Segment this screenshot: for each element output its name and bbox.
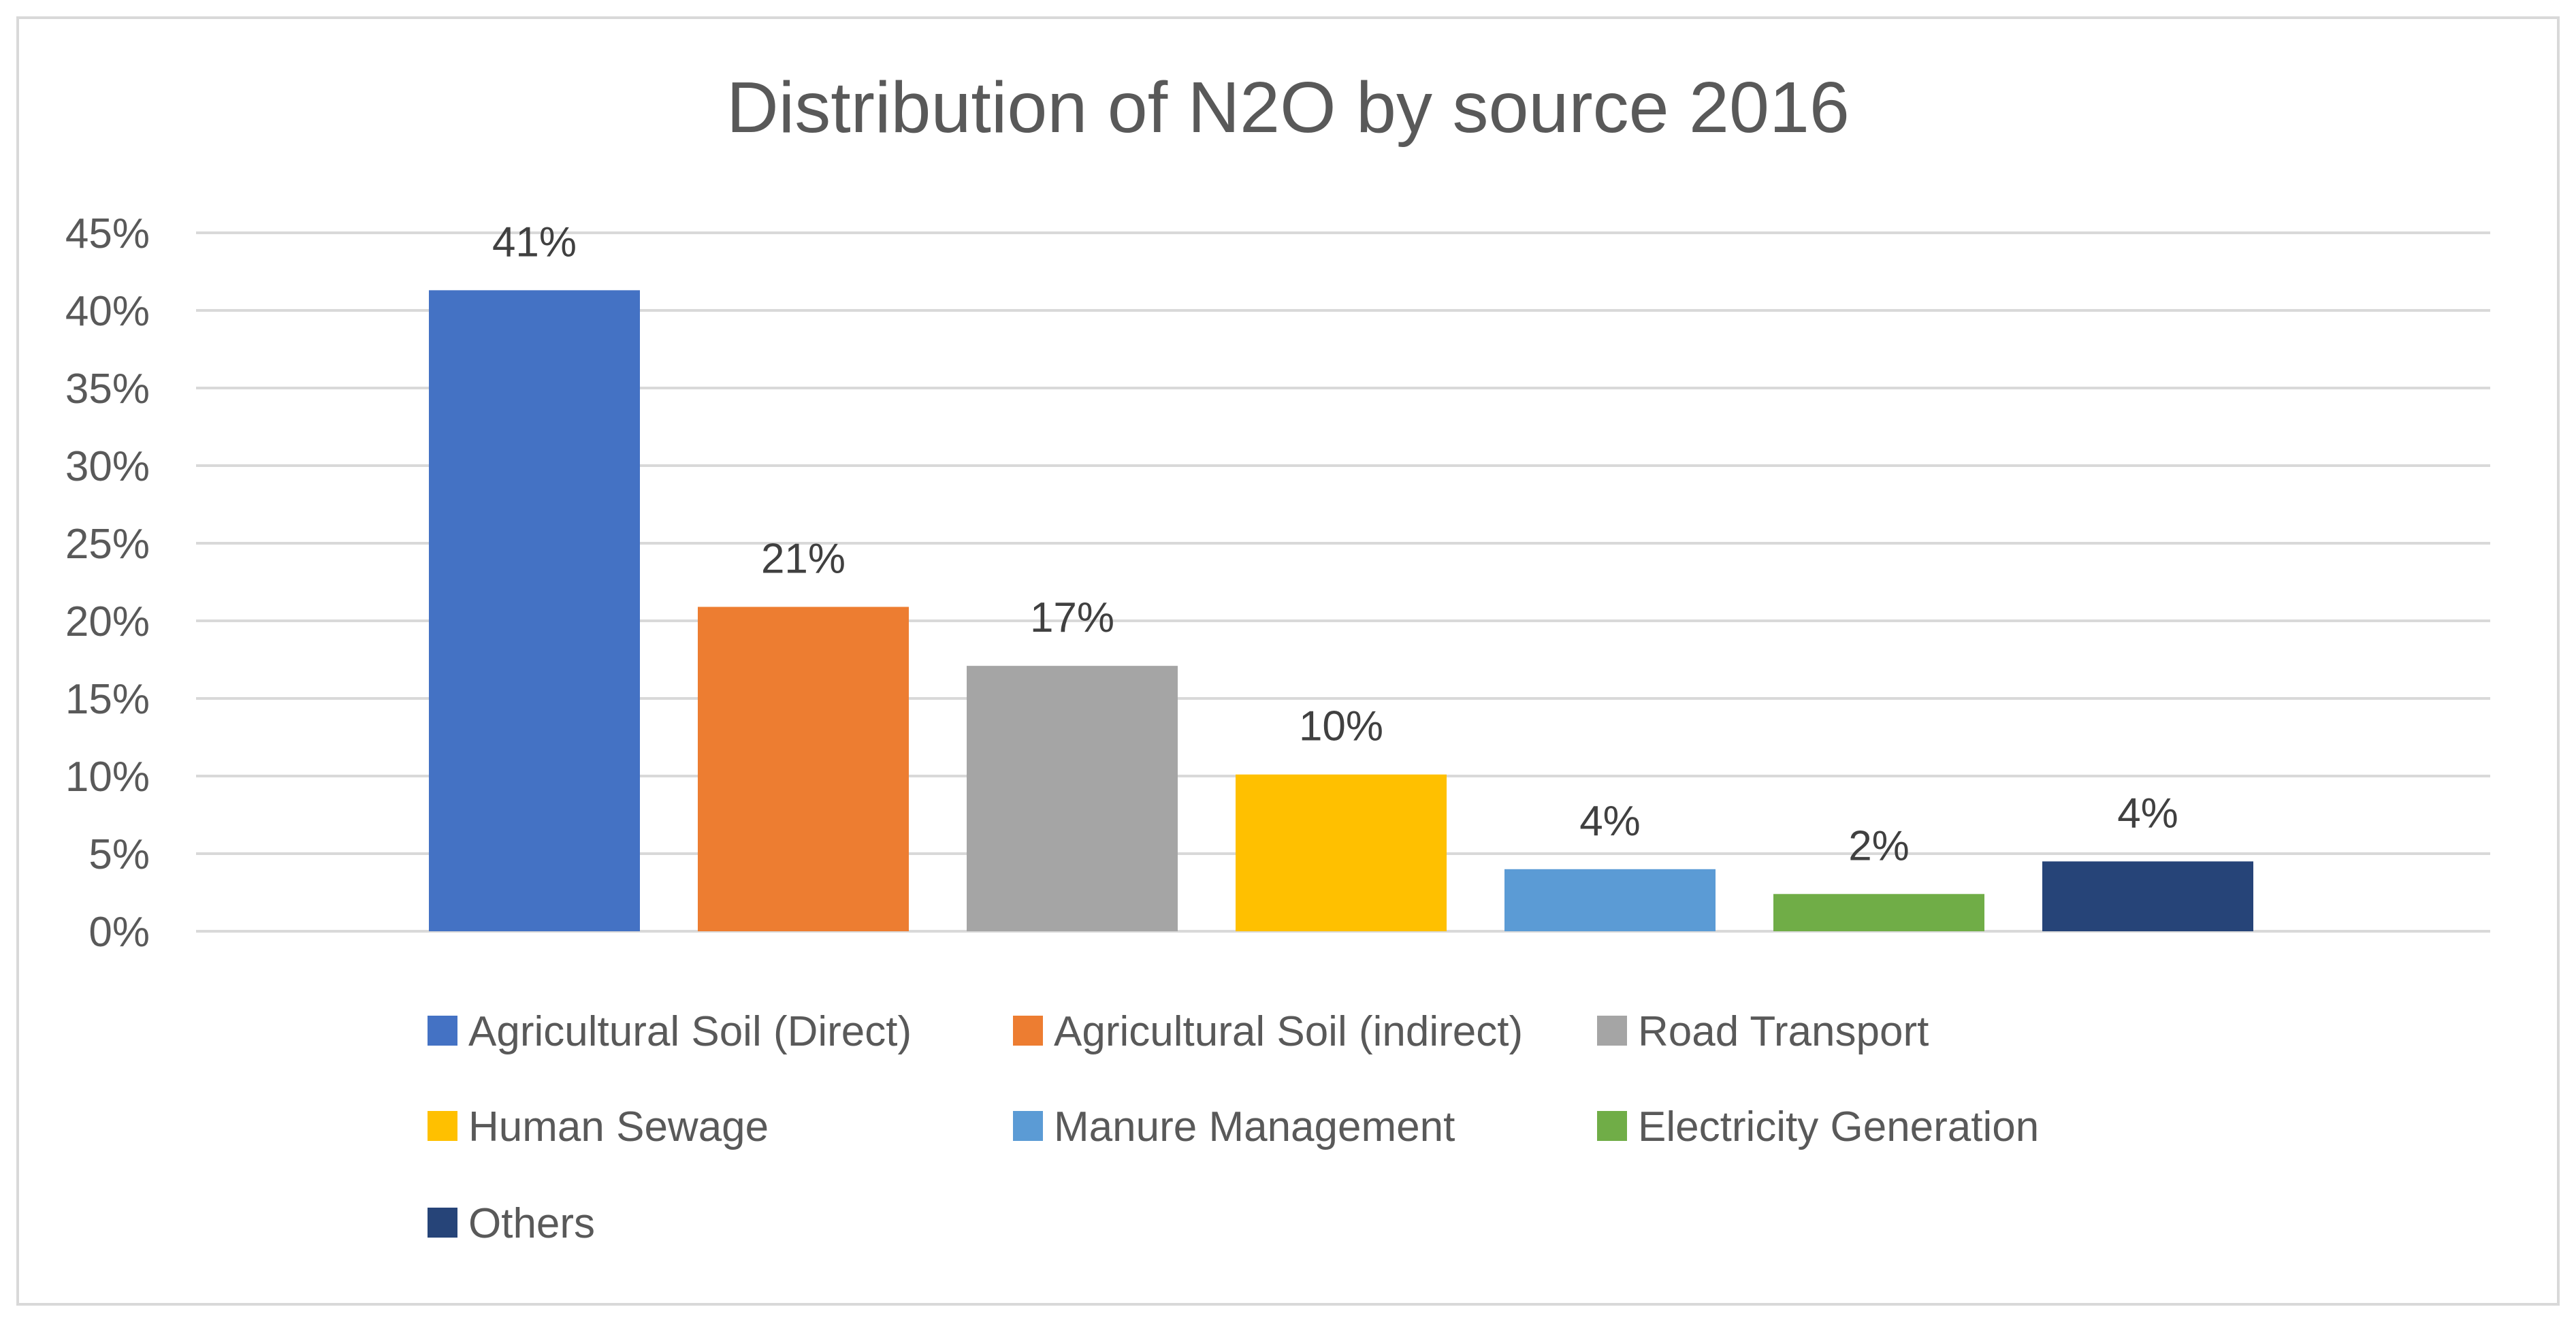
legend: Agricultural Soil (Direct) Agricultural S… (428, 1008, 2039, 1247)
bar-manure-management (1504, 869, 1716, 931)
bar-agricultural-soil-direct (429, 290, 640, 931)
legend-swatch (428, 1208, 457, 1238)
legend-label: Agricultural Soil (Direct) (468, 1008, 912, 1055)
bar-agricultural-soil-indirect (698, 607, 909, 931)
legend-swatch (1013, 1016, 1043, 1046)
data-label: 4% (2117, 790, 2178, 837)
bar-electricity-generation (1773, 894, 1984, 931)
chart-frame: Distribution of N2O by source 2016 0% 5% 1… (16, 16, 2560, 1306)
data-label: 4% (1579, 798, 1641, 845)
y-tick-label: 25% (65, 521, 150, 568)
data-labels: 41% 21% 17% 10% 4% 2% 4% (492, 219, 2178, 869)
legend-label: Electricity Generation (1638, 1103, 2039, 1150)
legend-item: Human Sewage (428, 1103, 769, 1150)
bars (429, 290, 2253, 931)
bar-chart: Distribution of N2O by source 2016 0% 5% 1… (65, 67, 2490, 1247)
y-tick-label: 10% (65, 754, 150, 801)
legend-item: Agricultural Soil (indirect) (1013, 1008, 1523, 1055)
bar-road-transport (967, 666, 1178, 931)
y-tick-label: 0% (88, 909, 150, 956)
data-label: 21% (761, 535, 846, 582)
legend-swatch (428, 1016, 457, 1046)
legend-item: Electricity Generation (1597, 1103, 2039, 1150)
y-tick-label: 20% (65, 598, 150, 645)
data-label: 2% (1848, 822, 1910, 869)
y-tick-label: 5% (88, 831, 150, 878)
legend-swatch (428, 1111, 457, 1141)
bar-others (2042, 861, 2253, 931)
y-tick-label: 15% (65, 676, 150, 723)
legend-item: Manure Management (1013, 1103, 1455, 1150)
legend-label: Manure Management (1054, 1103, 1455, 1150)
legend-swatch (1597, 1016, 1627, 1046)
legend-item: Road Transport (1597, 1008, 1929, 1055)
legend-swatch (1013, 1111, 1043, 1141)
data-label: 17% (1030, 594, 1114, 641)
chart-title: Distribution of N2O by source 2016 (726, 67, 1850, 148)
y-tick-label: 35% (65, 366, 150, 413)
legend-swatch (1597, 1111, 1627, 1141)
legend-label: Others (468, 1200, 595, 1247)
y-tick-label: 40% (65, 288, 150, 335)
legend-label: Agricultural Soil (indirect) (1054, 1008, 1523, 1055)
legend-label: Human Sewage (468, 1103, 769, 1150)
legend-label: Road Transport (1638, 1008, 1929, 1055)
bar-human-sewage (1236, 774, 1447, 931)
y-axis-ticks: 0% 5% 10% 15% 20% 25% 30% 35% 40% 45% (65, 210, 150, 956)
data-label: 41% (492, 219, 577, 265)
y-tick-label: 30% (65, 443, 150, 490)
data-label: 10% (1299, 703, 1383, 750)
y-tick-label: 45% (65, 210, 150, 257)
legend-item: Agricultural Soil (Direct) (428, 1008, 912, 1055)
legend-item: Others (428, 1200, 595, 1247)
